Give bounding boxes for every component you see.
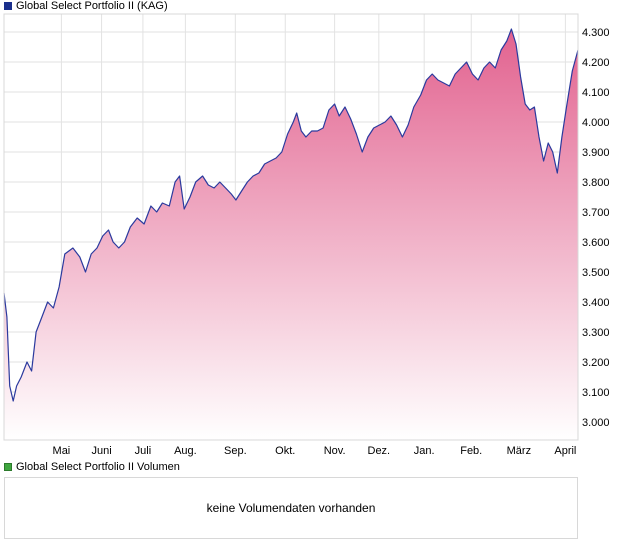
price-legend-swatch (4, 2, 12, 10)
x-tick-label: Okt. (275, 445, 295, 457)
price-legend: Global Select Portfolio II (KAG) (4, 0, 168, 12)
x-tick-label: Mai (53, 445, 71, 457)
x-tick-label: Sep. (224, 445, 247, 457)
price-chart: 3.000 3.100 3.200 3.300 3.400 3.500 3.600 3.700… (3, 13, 610, 457)
x-tick-label: Juni (91, 445, 111, 457)
x-tick-label: April (554, 445, 576, 457)
price-series-line (3, 28, 579, 402)
y-tick-label: 3.900 (582, 147, 610, 159)
y-tick-label: 3.000 (582, 417, 610, 429)
x-tick-label: Jan. (414, 445, 435, 457)
y-tick-label: 4.000 (582, 117, 610, 129)
y-tick-label: 4.200 (582, 57, 610, 69)
y-tick-label: 3.300 (582, 327, 610, 339)
x-tick-label: Nov. (324, 445, 346, 457)
y-tick-label: 3.100 (582, 387, 610, 399)
x-tick-label: Dez. (368, 445, 391, 457)
price-legend-label: Global Select Portfolio II (KAG) (16, 0, 168, 12)
volume-legend: Global Select Portfolio II Volumen (4, 461, 180, 473)
x-tick-label: März (507, 445, 531, 457)
y-tick-label: 3.400 (582, 297, 610, 309)
volume-chart-panel: keine Volumendaten vorhanden (4, 477, 578, 539)
x-tick-label: Feb. (460, 445, 482, 457)
y-tick-label: 4.100 (582, 87, 610, 99)
volume-legend-label: Global Select Portfolio II Volumen (16, 461, 180, 473)
y-tick-label: 3.800 (582, 177, 610, 189)
y-tick-label: 3.200 (582, 357, 610, 369)
y-tick-label: 3.600 (582, 237, 610, 249)
y-tick-label: 3.700 (582, 207, 610, 219)
y-tick-label: 4.300 (582, 27, 610, 39)
x-tick-label: Juli (135, 445, 152, 457)
x-tick-label: Aug. (174, 445, 197, 457)
volume-legend-swatch (4, 463, 12, 471)
plot-frame (3, 13, 579, 441)
y-tick-label: 3.500 (582, 267, 610, 279)
no-volume-message: keine Volumendaten vorhanden (206, 501, 376, 515)
price-area-fill (4, 29, 578, 440)
